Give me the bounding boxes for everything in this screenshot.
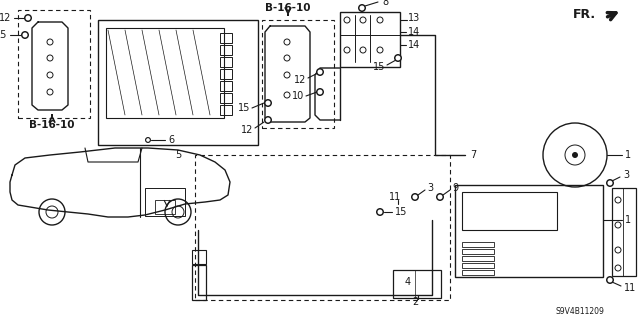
Circle shape [146, 138, 150, 142]
Circle shape [266, 117, 271, 122]
Text: FR.: FR. [573, 8, 596, 20]
Bar [192, 250, 206, 264]
Text: 9: 9 [452, 183, 458, 193]
Text: 13: 13 [408, 13, 420, 23]
Circle shape [26, 16, 31, 20]
Text: 4: 4 [405, 277, 411, 287]
Bar [220, 45, 232, 55]
Circle shape [22, 33, 28, 38]
Bar [462, 249, 494, 254]
Bar [220, 57, 232, 67]
Circle shape [264, 116, 272, 124]
Bar [145, 188, 185, 216]
Text: 11: 11 [624, 283, 636, 293]
Text: 12: 12 [241, 125, 253, 135]
Circle shape [316, 88, 324, 96]
Bar [462, 192, 557, 230]
Bar [462, 263, 494, 268]
Text: 15: 15 [0, 30, 7, 40]
Circle shape [606, 179, 614, 187]
Circle shape [411, 193, 419, 201]
Bar [340, 12, 400, 67]
Circle shape [394, 54, 402, 62]
Circle shape [360, 5, 365, 11]
Bar [462, 242, 494, 247]
Bar [462, 270, 494, 275]
Bar [262, 20, 334, 128]
Text: 7: 7 [470, 150, 476, 160]
Bar [18, 10, 90, 118]
Bar [220, 81, 232, 91]
Text: 14: 14 [408, 40, 420, 50]
Circle shape [413, 195, 417, 199]
Text: 15: 15 [395, 207, 408, 217]
Circle shape [376, 208, 384, 216]
Text: 11: 11 [389, 192, 401, 202]
Text: B-16-10: B-16-10 [29, 120, 75, 130]
Text: 3: 3 [623, 170, 629, 180]
Bar [220, 69, 232, 79]
Bar [192, 265, 206, 300]
Bar [220, 33, 232, 43]
Bar [106, 28, 224, 118]
Circle shape [145, 137, 151, 143]
Circle shape [317, 90, 323, 94]
Circle shape [317, 70, 323, 75]
Circle shape [572, 152, 578, 158]
Circle shape [24, 14, 32, 22]
Circle shape [358, 4, 366, 12]
Circle shape [264, 99, 272, 107]
Bar [220, 93, 232, 103]
Text: 15: 15 [237, 103, 250, 113]
Text: 10: 10 [292, 91, 304, 101]
Bar [462, 256, 494, 261]
Bar [98, 20, 258, 145]
Text: 6: 6 [168, 135, 174, 145]
Text: 12: 12 [0, 13, 11, 23]
Circle shape [438, 195, 442, 199]
Circle shape [316, 68, 324, 76]
Bar [612, 188, 636, 276]
Circle shape [378, 210, 383, 214]
Circle shape [436, 193, 444, 201]
Circle shape [21, 31, 29, 39]
Text: 2: 2 [412, 297, 418, 307]
Circle shape [396, 56, 401, 61]
Text: 5: 5 [175, 150, 181, 160]
Bar [195, 155, 450, 300]
Bar [455, 185, 603, 277]
Circle shape [606, 276, 614, 284]
Circle shape [607, 181, 612, 186]
Bar [220, 105, 232, 115]
Circle shape [266, 100, 271, 106]
Circle shape [607, 278, 612, 283]
Text: B-16-10: B-16-10 [265, 3, 311, 13]
Bar [393, 270, 441, 298]
Bar [155, 200, 175, 214]
Text: 3: 3 [427, 183, 433, 193]
Text: 1: 1 [625, 215, 631, 225]
Text: 14: 14 [408, 27, 420, 37]
Text: S9V4B11209: S9V4B11209 [555, 308, 604, 316]
Text: 12: 12 [294, 75, 306, 85]
Text: 8: 8 [382, 0, 388, 7]
Text: 15: 15 [372, 62, 385, 72]
Text: 1: 1 [625, 150, 631, 160]
